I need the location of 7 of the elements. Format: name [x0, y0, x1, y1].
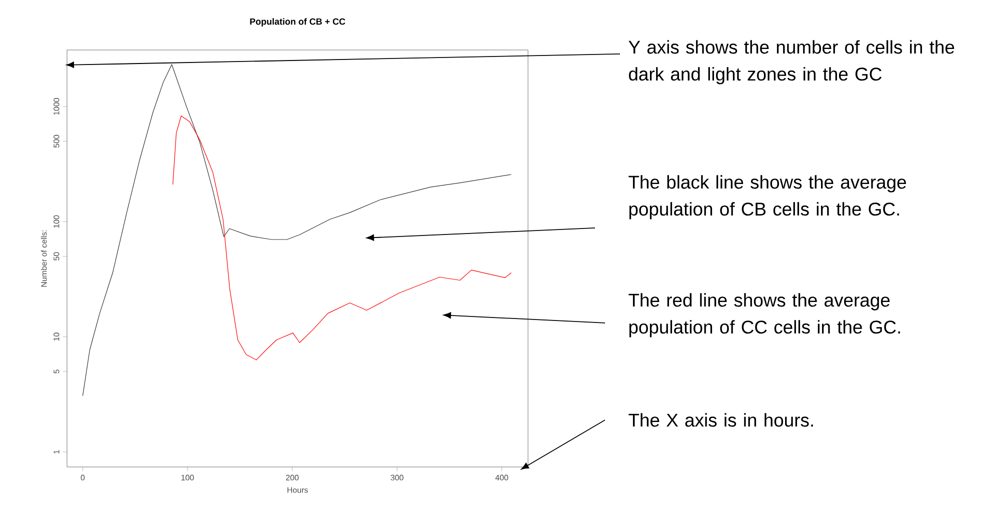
text: The red line shows the average population of CC cells in the GC.	[628, 293, 900, 338]
line-series	[82, 64, 512, 396]
text: The X axis is in hours.	[628, 413, 813, 427]
text: The black line shows the average population of CB cells in the GC.	[628, 175, 906, 220]
text: Y axis shows the number of cells in the dark and light zones in the GC	[628, 40, 954, 84]
chart-title: Population of CB + CC	[250, 18, 346, 26]
line-series	[172, 116, 512, 360]
